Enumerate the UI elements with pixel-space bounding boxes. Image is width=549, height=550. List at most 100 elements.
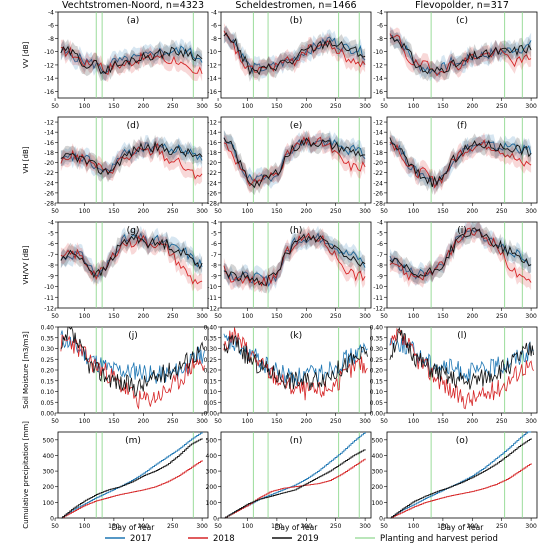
y-tick-label: 0 [213, 516, 217, 523]
y-tick-label: 0.05 [370, 400, 384, 407]
series-line-2019 [60, 438, 203, 519]
x-axis-label: Day of Year [112, 523, 156, 532]
y-tick-label: 0.40 [41, 325, 55, 332]
y-tick-label: -9 [211, 273, 217, 280]
x-tick-label: 150 [271, 103, 283, 110]
subplot-m: (m) 0 100 200 300 400 500 50 100 150 200 250 300 Cumu… [22, 421, 209, 530]
panel-label: (b) [290, 16, 303, 26]
x-tick-label: 300 [359, 103, 371, 110]
x-tick-label: 150 [108, 313, 120, 320]
y-tick-label: -12 [44, 120, 54, 127]
y-tick-label: -6 [377, 241, 383, 248]
x-tick-label: 200 [138, 208, 150, 215]
y-tick-label: -11 [207, 295, 217, 302]
y-tick-label: 100 [372, 500, 384, 507]
y-axis-label: VH/VV [dB] [22, 245, 30, 284]
y-tick-label: 100 [43, 500, 55, 507]
x-tick-label: 50 [51, 523, 59, 530]
x-tick-label: 300 [196, 208, 208, 215]
y-tick-label: -20 [373, 160, 383, 167]
x-tick-label: 250 [167, 418, 179, 425]
x-tick-label: 300 [196, 103, 208, 110]
y-tick-label: -6 [377, 23, 383, 30]
x-tick-label: 50 [380, 523, 388, 530]
series-line-2019 [389, 137, 532, 188]
y-tick-label: -12 [207, 62, 217, 69]
y-tick-label: -4 [211, 10, 217, 17]
confidence-band-2019 [389, 222, 532, 286]
y-tick-label: -4 [48, 220, 54, 227]
subplot-g: (g) -12 -11 -10 -9 -8 -7 -6 -5 -4 50 100 150 200 250 30… [22, 220, 209, 320]
y-tick-label: 0.10 [204, 389, 218, 396]
plot-frame [220, 221, 372, 309]
y-tick-label: -24 [207, 180, 217, 187]
plot-frame [386, 221, 538, 309]
x-tick-label: 200 [467, 103, 479, 110]
x-tick-label: 250 [167, 523, 179, 530]
series-line-2018 [223, 30, 366, 73]
y-tick-label: -4 [211, 220, 217, 227]
y-tick-label: -16 [44, 140, 54, 147]
y-tick-label: -26 [44, 190, 54, 197]
subplot-a: (a) -16 -14 -12 -10 -8 -6 -4 50 100 150 200 250 300 VV… [22, 10, 209, 110]
subplot-f: (f) -28 -26 -24 -22 -20 -18 -16 -14 -12 50 100 150 20… [373, 116, 538, 215]
y-tick-label: -10 [373, 49, 383, 56]
y-axis-label: VV [dB] [22, 41, 30, 68]
y-tick-label: -26 [207, 190, 217, 197]
y-tick-label: -16 [373, 89, 383, 96]
plot-frame [220, 11, 372, 99]
x-tick-label: 300 [525, 208, 537, 215]
y-tick-label: -14 [44, 76, 54, 83]
legend-label-2017: 2017 [130, 534, 152, 544]
y-tick-label: -26 [373, 190, 383, 197]
series-line-2018 [389, 227, 532, 283]
x-tick-label: 250 [330, 523, 342, 530]
x-tick-label: 150 [437, 208, 449, 215]
confidence-band-2019 [223, 130, 366, 196]
y-tick-label: 0.05 [204, 400, 218, 407]
panel-label: (l) [457, 331, 467, 341]
y-tick-label: -16 [44, 89, 54, 96]
y-tick-label: 0.40 [370, 325, 384, 332]
x-tick-label: 200 [301, 313, 313, 320]
x-tick-label: 250 [167, 103, 179, 110]
series-line-2018 [60, 460, 203, 519]
y-tick-label: -9 [377, 273, 383, 280]
x-tick-label: 250 [496, 313, 508, 320]
y-tick-label: -20 [207, 160, 217, 167]
y-tick-label: -22 [207, 170, 217, 177]
plot-frame [220, 116, 372, 204]
subplot-n: (n) 0 100 200 300 400 500 50 100 150 200 250 300 [206, 431, 372, 530]
y-tick-label: 300 [206, 469, 218, 476]
x-tick-label: 250 [496, 208, 508, 215]
x-tick-label: 200 [467, 208, 479, 215]
confidence-band-2018 [389, 25, 532, 84]
x-tick-label: 100 [242, 313, 254, 320]
y-tick-label: -18 [44, 150, 54, 157]
y-tick-label: 0.20 [41, 368, 55, 375]
panel-label: (n) [290, 436, 303, 446]
x-tick-label: 100 [79, 103, 91, 110]
y-tick-label: 0.10 [41, 389, 55, 396]
y-tick-label: -8 [48, 36, 54, 43]
x-tick-label: 250 [496, 523, 508, 530]
x-tick-label: 150 [437, 523, 449, 530]
confidence-band-2018 [389, 132, 532, 196]
x-tick-label: 100 [242, 418, 254, 425]
y-tick-label: -18 [373, 150, 383, 157]
y-tick-label: 400 [372, 453, 384, 460]
y-tick-label: 0.25 [41, 357, 55, 364]
column-title-vechtstromen: Vechtstromen-Noord, n=4323 [62, 0, 204, 11]
confidence-band-2017 [223, 225, 366, 294]
y-tick-label: -7 [48, 252, 54, 259]
x-tick-label: 300 [525, 418, 537, 425]
y-tick-label: -28 [207, 201, 217, 208]
x-tick-label: 200 [138, 418, 150, 425]
subplot-d: (d) -28 -26 -24 -22 -20 -18 -16 -14 -12 50 100 150 20… [22, 116, 209, 215]
y-tick-label: -28 [373, 201, 383, 208]
x-tick-label: 250 [167, 208, 179, 215]
panel-label: (m) [125, 436, 141, 446]
y-tick-label: -4 [48, 10, 54, 17]
y-tick-label: 0.10 [370, 389, 384, 396]
x-tick-label: 150 [108, 523, 120, 530]
